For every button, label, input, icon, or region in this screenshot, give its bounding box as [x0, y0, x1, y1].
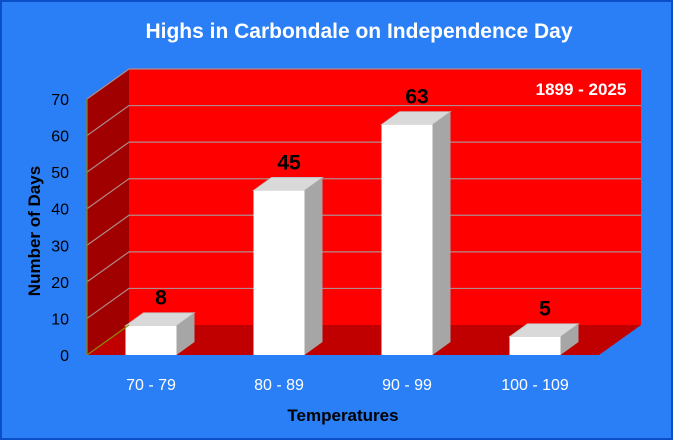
y-axis-title: Number of Days: [25, 166, 44, 296]
y-tick-label: 30: [51, 238, 69, 255]
bar: [252, 177, 324, 355]
gridline: [86, 141, 641, 173]
gridlines: [86, 68, 641, 319]
x-tick-label: 70 - 79: [126, 377, 176, 394]
bar-front: [381, 124, 433, 355]
date-range-annotation: 1899 - 2025: [536, 80, 627, 99]
gridline: [86, 287, 641, 319]
data-labels: 8 45 63 5: [155, 86, 551, 321]
y-tick-label: 70: [51, 92, 69, 109]
floor: [87, 325, 641, 355]
data-label: 5: [539, 298, 551, 321]
gridline: [86, 251, 641, 283]
gridline: [86, 214, 641, 246]
side-wall: [87, 69, 129, 355]
chart-walls: [87, 69, 641, 355]
bar-side: [560, 323, 579, 355]
x-axis-title: Temperatures: [287, 406, 398, 425]
bar-side: [304, 177, 323, 355]
bar-side: [432, 111, 451, 355]
bar: [124, 312, 196, 355]
floor-edge-line: [86, 324, 130, 356]
y-tick-label: 0: [60, 348, 69, 365]
bar: [508, 323, 580, 355]
data-label: 45: [277, 151, 301, 174]
y-tick-label: 60: [51, 129, 69, 146]
y-tick-label: 20: [51, 275, 69, 292]
bar: [380, 111, 452, 355]
y-tick-label: 40: [51, 202, 69, 219]
bar-front: [509, 336, 561, 355]
data-label: 63: [405, 86, 428, 109]
x-tick-label: 90 - 99: [382, 377, 432, 394]
chart-title: Highs in Carbondale on Independence Day: [145, 20, 572, 43]
y-tick-label: 50: [51, 165, 69, 182]
y-axis: 0 10 20 30 40 50 60 70: [51, 92, 130, 365]
data-label: 8: [155, 287, 167, 310]
x-axis: 70 - 79 80 - 89 90 - 99 100 - 109: [126, 377, 569, 394]
x-tick-label: 80 - 89: [254, 377, 304, 394]
y-tick-label: 10: [51, 311, 69, 328]
gridline: [86, 104, 641, 137]
x-tick-label: 100 - 109: [501, 377, 569, 394]
gridline: [86, 178, 641, 210]
bars: [124, 111, 580, 355]
bar-front: [253, 190, 305, 355]
bar-front: [125, 325, 177, 355]
gridline: [86, 68, 641, 100]
bar-side: [176, 312, 195, 355]
